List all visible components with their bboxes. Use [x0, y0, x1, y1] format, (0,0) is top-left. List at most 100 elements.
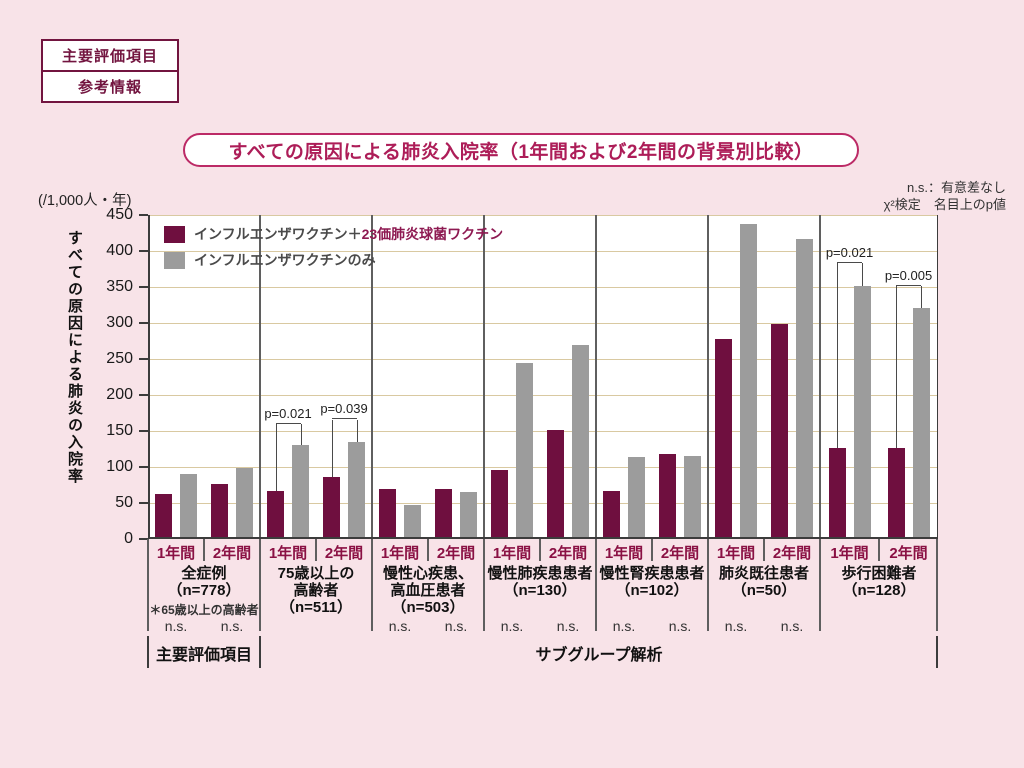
bar-flu-plus-ppv23	[603, 490, 620, 539]
y-axis-tick-label: 450	[106, 206, 133, 223]
y-axis-tick-label: 0	[124, 530, 133, 547]
group-name-line: 高血圧患者	[390, 582, 466, 599]
p-value-label: p=0.005	[884, 267, 933, 283]
group-name-line: （n=128）	[842, 582, 916, 599]
period-labels-row: 1年間 2年間	[372, 542, 484, 563]
group-name-line: （n=130）	[503, 582, 577, 599]
significance-row: n.s. n.s.	[596, 618, 708, 634]
y-axis-tick	[139, 322, 148, 324]
gridline	[148, 250, 938, 252]
group-name-line: 全症例	[181, 565, 227, 582]
legend-swatch-flu-only	[164, 251, 185, 269]
pair-divider-tick	[315, 539, 317, 561]
period-label: 1年間	[492, 545, 532, 562]
bar-flu-only	[853, 285, 871, 539]
period-label: 1年間	[830, 545, 869, 562]
significance-row: n.s. n.s.	[372, 618, 484, 634]
group-boundary-line	[819, 539, 821, 631]
bar-flu-plus-ppv23	[659, 454, 676, 539]
p-value-bracket-leg	[331, 419, 333, 478]
significance-row: n.s. n.s.	[484, 618, 596, 634]
group-name: 75歳以上の 高齢者 （n=511）	[260, 565, 372, 616]
group-name: 慢性腎疾患患者 （n=102）	[596, 565, 708, 599]
bar-flu-only	[572, 345, 589, 539]
period-label: 2年間	[660, 545, 700, 562]
y-axis-tick-label: 200	[106, 386, 133, 403]
pair-divider-tick	[539, 539, 541, 561]
bar-flu-only	[180, 474, 197, 539]
period-label: 2年間	[436, 545, 476, 562]
period-label: 2年間	[548, 545, 588, 562]
period-label: 1年間	[156, 545, 196, 562]
p-value-bracket	[896, 284, 921, 286]
y-axis-tick	[139, 214, 148, 216]
legend-label-part: 23価肺炎球菌ワクチン	[361, 226, 504, 242]
group-separator	[483, 215, 485, 539]
group-boundary-line	[259, 539, 261, 631]
x-axis-group: 1年間 2年間慢性肺疾患患者 （n=130） n.s. n.s.	[484, 539, 596, 671]
y-axis-title: すべての原因による肺炎の入院率	[66, 230, 83, 485]
bar-flu-plus-ppv23	[491, 469, 508, 539]
x-axis-group: 1年間 2年間 全症例 （n=778） ＊65歳以上の高齢者 n.s. n.s.	[148, 539, 260, 671]
significance-label: n.s.	[444, 618, 468, 634]
y-axis-tick-label: 50	[115, 494, 133, 511]
pair-divider-tick	[763, 539, 765, 561]
y-axis-tick-label: 150	[106, 422, 133, 439]
note-chi-square: χ²検定 名目上のp値	[883, 197, 1006, 212]
legend-label-part: インフルエンザワクチン＋	[194, 226, 362, 242]
p-value-bracket-leg	[862, 263, 863, 286]
group-name: 肺炎既往患者 （n=50）	[708, 565, 820, 599]
period-label: 1年間	[604, 545, 644, 562]
x-axis-label-area: 1年間 2年間 全症例 （n=778） ＊65歳以上の高齢者 n.s. n.s. 1年間 2年間…	[147, 539, 938, 671]
bar-flu-only	[740, 224, 757, 539]
bar-flu-only	[516, 362, 533, 539]
x-axis-line	[148, 537, 938, 539]
p-value-bracket	[331, 418, 357, 420]
section-label-subgroup-analysis: サブグループ解析	[535, 647, 663, 664]
y-axis-tick-area: 0 50 100 150 200 250 300 350 400 450	[0, 206, 148, 547]
group-boundary-line	[371, 539, 373, 631]
legend-label: インフルエンザワクチン＋23価肺炎球菌ワクチン	[194, 224, 503, 244]
gridline	[148, 214, 938, 216]
y-axis-tick-label: 400	[106, 242, 133, 259]
group-name: 歩行困難者 （n=128）	[820, 565, 938, 599]
bar-flu-only	[684, 456, 701, 539]
gridline	[148, 322, 938, 324]
period-label: 2年間	[772, 545, 812, 562]
group-boundary-line	[147, 539, 149, 631]
y-axis-tick-label: 100	[106, 458, 133, 475]
legend-label: インフルエンザワクチンのみ	[194, 250, 376, 270]
significance-label: n.s.	[724, 618, 748, 634]
group-name-line: （n=511）	[279, 599, 353, 616]
y-axis-tick-label: 300	[106, 314, 133, 331]
group-boundary-line	[483, 539, 485, 631]
plot-right-border	[936, 215, 938, 539]
bar-flu-only	[236, 468, 253, 539]
period-labels-row: 1年間 2年間	[148, 542, 260, 563]
p-value-bracket-leg	[837, 263, 838, 449]
period-labels-row: 1年間 2年間	[484, 542, 596, 563]
y-axis-tick	[139, 502, 148, 504]
bar-flu-plus-ppv23	[547, 429, 564, 539]
legend-item: インフルエンザワクチンのみ	[164, 250, 503, 270]
group-name-line: 75歳以上の	[277, 565, 355, 582]
p-value-bracket-leg	[300, 423, 302, 446]
badge-box: 主要評価項目 参考情報	[41, 39, 179, 103]
period-label: 1年間	[380, 545, 420, 562]
significance-label: n.s.	[388, 618, 412, 634]
group-separator	[707, 215, 709, 539]
group-name: 慢性肺疾患患者 （n=130）	[484, 565, 596, 599]
group-separator	[595, 215, 597, 539]
group-name-line: （n=778）	[167, 582, 241, 599]
x-axis-group: 1年間 2年間慢性腎疾患患者 （n=102） n.s. n.s.	[596, 539, 708, 671]
y-axis-tick-label: 350	[106, 278, 133, 295]
group-name-line: 慢性心疾患、	[382, 565, 473, 582]
p-value-bracket-leg	[275, 423, 277, 491]
x-axis-group: 1年間 2年間 肺炎既往患者 （n=50） n.s. n.s.	[708, 539, 820, 671]
x-axis-group: 1年間 2年間 歩行困難者 （n=128）	[820, 539, 938, 671]
bar-flu-plus-ppv23	[715, 338, 732, 539]
section-divider-line	[147, 636, 149, 668]
group-name: 全症例 （n=778）	[148, 565, 260, 599]
group-name-line: 肺炎既往患者	[718, 565, 809, 582]
